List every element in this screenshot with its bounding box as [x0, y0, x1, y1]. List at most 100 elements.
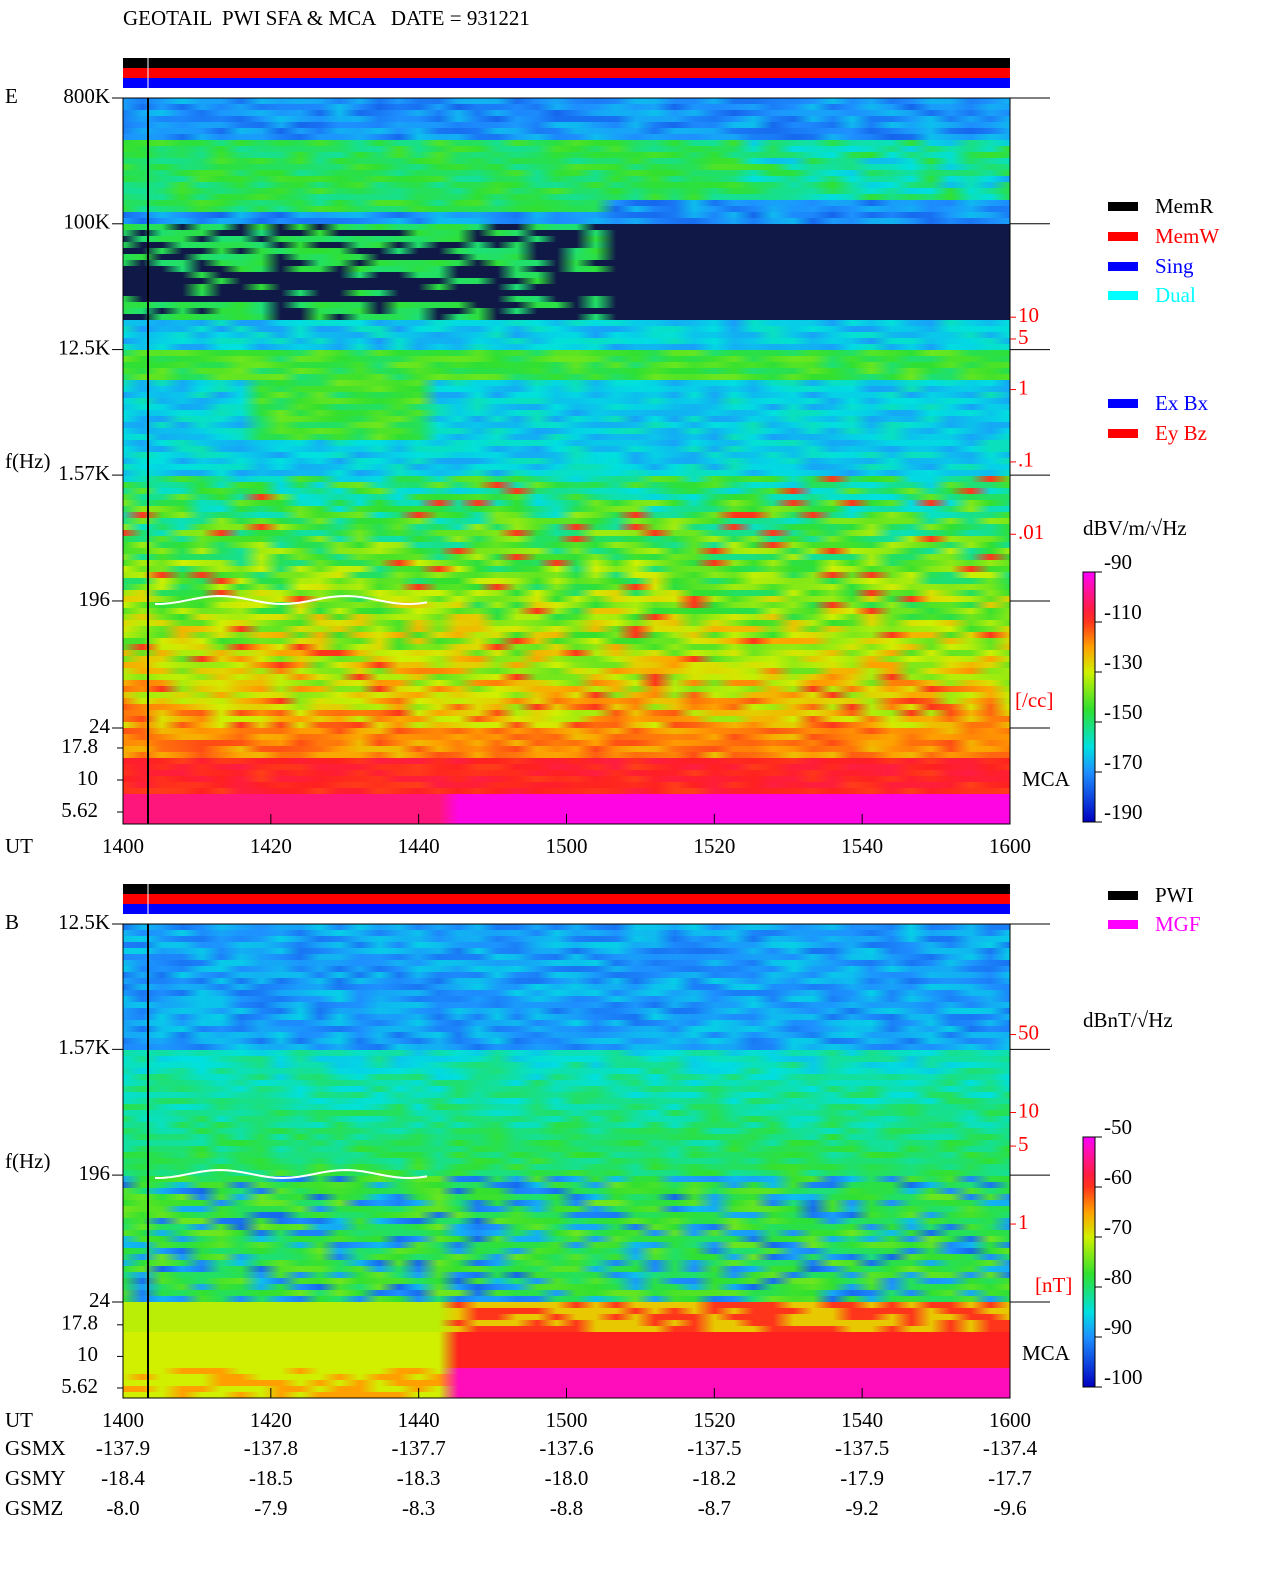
spectrogram-row [123, 948, 1010, 954]
spectrogram-row [123, 314, 1010, 320]
spectrogram-row [123, 440, 1010, 446]
spectrogram-row [123, 1296, 1010, 1302]
chart-title: GEOTAIL PWI SFA & MCA DATE = 931221 [123, 6, 530, 30]
orbit-value: -18.2 [692, 1466, 736, 1490]
orbit-value: -137.6 [539, 1436, 593, 1460]
spectrogram-row [123, 464, 1010, 470]
orbit-value: -8.3 [402, 1496, 435, 1520]
spectrogram-row [123, 770, 1010, 776]
spectrogram-row [123, 470, 1010, 476]
spectrogram-row [123, 1056, 1010, 1062]
spectrogram-row [123, 716, 1010, 722]
spectrogram-row [123, 542, 1010, 548]
spectrogram-row [123, 458, 1010, 464]
spectrogram-row [123, 236, 1010, 242]
orbit-value: -18.3 [397, 1466, 441, 1490]
status-bar [123, 58, 1010, 68]
spectrogram-row [123, 1170, 1010, 1176]
y2-axis-label: [nT] [1035, 1273, 1072, 1297]
spectrogram-row [123, 1134, 1010, 1140]
y-tick-label: 24 [89, 1288, 111, 1312]
colorbar [1082, 1136, 1096, 1388]
spectrogram-row [123, 512, 1010, 518]
spectrogram-row [123, 164, 1010, 170]
spectrogram-row [123, 1032, 1010, 1038]
spectrogram-row [123, 380, 1010, 386]
orbit-value: -137.5 [687, 1436, 741, 1460]
orbit-value: -17.7 [988, 1466, 1032, 1490]
spectrogram-row [123, 800, 1010, 806]
spectrogram-row [123, 960, 1010, 966]
spectrogram-row [123, 608, 1010, 614]
status-bar [123, 78, 1010, 88]
spectrogram-row [123, 1164, 1010, 1170]
spectrogram-row [123, 182, 1010, 188]
x-tick-label: 1400 [102, 834, 144, 858]
spectrogram-row [123, 362, 1010, 368]
spectrogram-row [123, 602, 1010, 608]
spectrogram-row [123, 1266, 1010, 1272]
spectrogram-row [123, 1380, 1010, 1386]
orbit-row-label: GSMX [5, 1436, 66, 1460]
spectrogram-row [123, 566, 1010, 572]
spectrogram-row [123, 680, 1010, 686]
spectrogram-row [123, 1332, 1010, 1338]
spectrogram-row [123, 1050, 1010, 1056]
spectrogram-row [123, 356, 1010, 362]
spectrogram-row [123, 728, 1010, 734]
orbit-value: -8.8 [550, 1496, 583, 1520]
x-tick-label: 1440 [398, 1408, 440, 1432]
colorbar-tick-label: -190 [1104, 800, 1143, 824]
legend-swatch [1108, 399, 1138, 408]
y2-tick-label: 10 [1018, 303, 1039, 327]
orbit-value: -8.0 [106, 1496, 139, 1520]
orbit-value: -18.4 [101, 1466, 145, 1490]
spectrogram-row [123, 1254, 1010, 1260]
spectrogram-row [123, 954, 1010, 960]
spectrogram-row [123, 996, 1010, 1002]
y-tick-label: 196 [79, 587, 111, 611]
spectrogram-row [123, 578, 1010, 584]
legend-label: Dual [1155, 283, 1196, 307]
x-tick-label: 1440 [398, 834, 440, 858]
x-axis-label: UT [5, 1408, 33, 1432]
spectrogram-row [123, 374, 1010, 380]
spectrogram-row [123, 152, 1010, 158]
spectrogram-row [123, 1092, 1010, 1098]
y-tick-label: 12.5K [58, 910, 110, 934]
spectrogram-row [123, 1074, 1010, 1080]
spectrogram-row [123, 536, 1010, 542]
spectrogram-row [123, 290, 1010, 296]
colorbar-label: dBV/m/√Hz [1083, 516, 1187, 540]
x-tick-label: 1540 [841, 834, 883, 858]
spectrogram-row [123, 590, 1010, 596]
spectrogram-row [123, 302, 1010, 308]
spectrogram-row [123, 104, 1010, 110]
spectrogram-row [123, 200, 1010, 206]
spectrogram-row [123, 1248, 1010, 1254]
spectrogram-row [123, 452, 1010, 458]
spectrogram-row [123, 278, 1010, 284]
spectrogram-row [123, 1128, 1010, 1134]
spectrogram-row [123, 674, 1010, 680]
orbit-row-label: GSMY [5, 1466, 66, 1490]
spectrogram-row [123, 1182, 1010, 1188]
spectrogram-row [123, 1206, 1010, 1212]
y2-axis-label: [/cc] [1015, 688, 1053, 712]
spectrogram-row [123, 488, 1010, 494]
orbit-value: -18.5 [249, 1466, 293, 1490]
spectrogram-row [123, 122, 1010, 128]
spectrogram-row [123, 1176, 1010, 1182]
x-tick-label: 1420 [250, 1408, 292, 1432]
y-tick-label: 800K [63, 84, 110, 108]
spectrogram-row [123, 936, 1010, 942]
spectrogram-row [123, 548, 1010, 554]
mca-tick-label: 17.8 [61, 734, 98, 758]
orbit-value: -17.9 [840, 1466, 884, 1490]
spectrogram-row [123, 1116, 1010, 1122]
spectrogram-row [123, 1212, 1010, 1218]
y-tick-label: 100K [63, 210, 110, 234]
spectrogram-row [123, 476, 1010, 482]
spectrogram-row [123, 704, 1010, 710]
y2-tick-label: 50 [1018, 1020, 1039, 1044]
